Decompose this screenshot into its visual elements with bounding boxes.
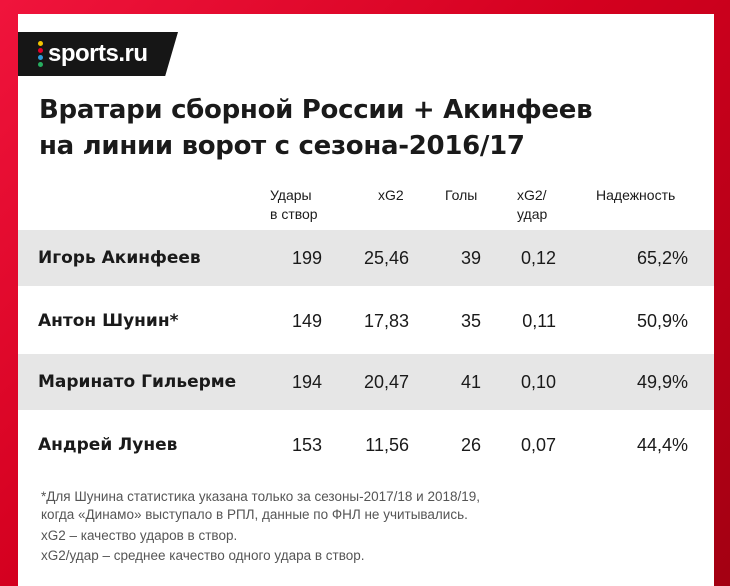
cell-xg2: 25,46	[363, 248, 409, 268]
footnote-xg-per-shot-text: xG2/удар – среднее качество одного удара…	[41, 548, 365, 563]
cell-shots: 194	[291, 372, 322, 392]
cell-reliability: 44,4%	[636, 435, 688, 455]
title-line-2: на линии ворот с сезона-2016/17	[39, 131, 525, 161]
goalkeeper-name: Антон Шунин*	[38, 311, 179, 331]
cell-shots: 153	[291, 435, 322, 455]
cell-xg-per-shot: 0,10	[520, 372, 556, 392]
cell-reliability: 49,9%	[636, 372, 688, 392]
page-title: Вратари сборной России + Акинфеев на лин…	[39, 92, 593, 164]
cell-goals: 41	[460, 372, 481, 392]
header-goals: Голы	[445, 186, 477, 205]
cell-reliability: 50,9%	[636, 311, 688, 331]
cell-shots: 149	[291, 311, 322, 331]
footnote-xg2-text: xG2 – качество ударов в створ.	[41, 528, 238, 543]
goalkeeper-name: Игорь Акинфеев	[38, 248, 201, 268]
header-xg2: xG2	[378, 186, 404, 205]
cell-xg2: 17,83	[363, 311, 409, 331]
logo-dot-blue	[38, 55, 43, 60]
logo-dot-red	[38, 48, 43, 53]
footnote-xg2: xG2 – качество ударов в створ.	[41, 527, 237, 545]
header-reliability-label: Надежность	[596, 187, 676, 203]
cell-goals: 26	[460, 435, 481, 455]
goalkeeper-name: Андрей Лунев	[38, 435, 178, 455]
footnote-shunin-line-1: *Для Шунина статистика указана только за…	[41, 489, 481, 504]
cell-shots: 199	[291, 248, 322, 268]
cell-xg-per-shot: 0,07	[520, 435, 556, 455]
footnote-shunin-line-2: когда «Динамо» выступало в РПЛ, данные п…	[41, 507, 468, 522]
header-shots-line-1: Удары	[270, 187, 312, 203]
infographic-card: sports.ru Вратари сборной России + Акинф…	[18, 14, 714, 586]
logo-dots-icon	[38, 41, 43, 67]
table-row: Антон Шунин* 149 17,83 35 0,11 50,9%	[18, 293, 714, 349]
title-line-1: Вратари сборной России + Акинфеев	[39, 95, 593, 125]
header-xg-per-shot: xG2/ удар	[517, 186, 547, 224]
header-reliability: Надежность	[596, 186, 675, 205]
header-goals-label: Голы	[445, 187, 478, 203]
header-shots-line-2: в створ	[270, 206, 318, 222]
cell-xg-per-shot: 0,11	[522, 311, 556, 331]
table-row: Маринато Гильерме 194 20,47 41 0,10 49,9…	[18, 354, 714, 410]
logo-text: sports.ru	[48, 40, 148, 67]
logo-dot-yellow	[38, 41, 43, 46]
header-xg-per-line-2: удар	[517, 206, 548, 222]
cell-xg-per-shot: 0,12	[520, 248, 556, 268]
footnote-shunin: *Для Шунина статистика указана только за…	[41, 488, 480, 524]
cell-reliability: 65,2%	[636, 248, 688, 268]
table-row: Андрей Лунев 153 11,56 26 0,07 44,4%	[18, 417, 714, 473]
cell-goals: 35	[460, 311, 481, 331]
footnote-xg-per-shot: xG2/удар – среднее качество одного удара…	[41, 547, 365, 565]
cell-xg2: 20,47	[363, 372, 409, 392]
table-row: Игорь Акинфеев 199 25,46 39 0,12 65,2%	[18, 230, 714, 286]
cell-xg2: 11,56	[365, 435, 409, 455]
header-shots: Удары в створ	[270, 186, 318, 224]
cell-goals: 39	[460, 248, 481, 268]
logo-dot-green	[38, 62, 43, 67]
header-xg2-label: xG2	[378, 187, 404, 203]
sports-ru-logo[interactable]: sports.ru	[18, 32, 178, 76]
header-xg-per-line-1: xG2/	[517, 187, 547, 203]
goalkeeper-name: Маринато Гильерме	[38, 372, 237, 392]
